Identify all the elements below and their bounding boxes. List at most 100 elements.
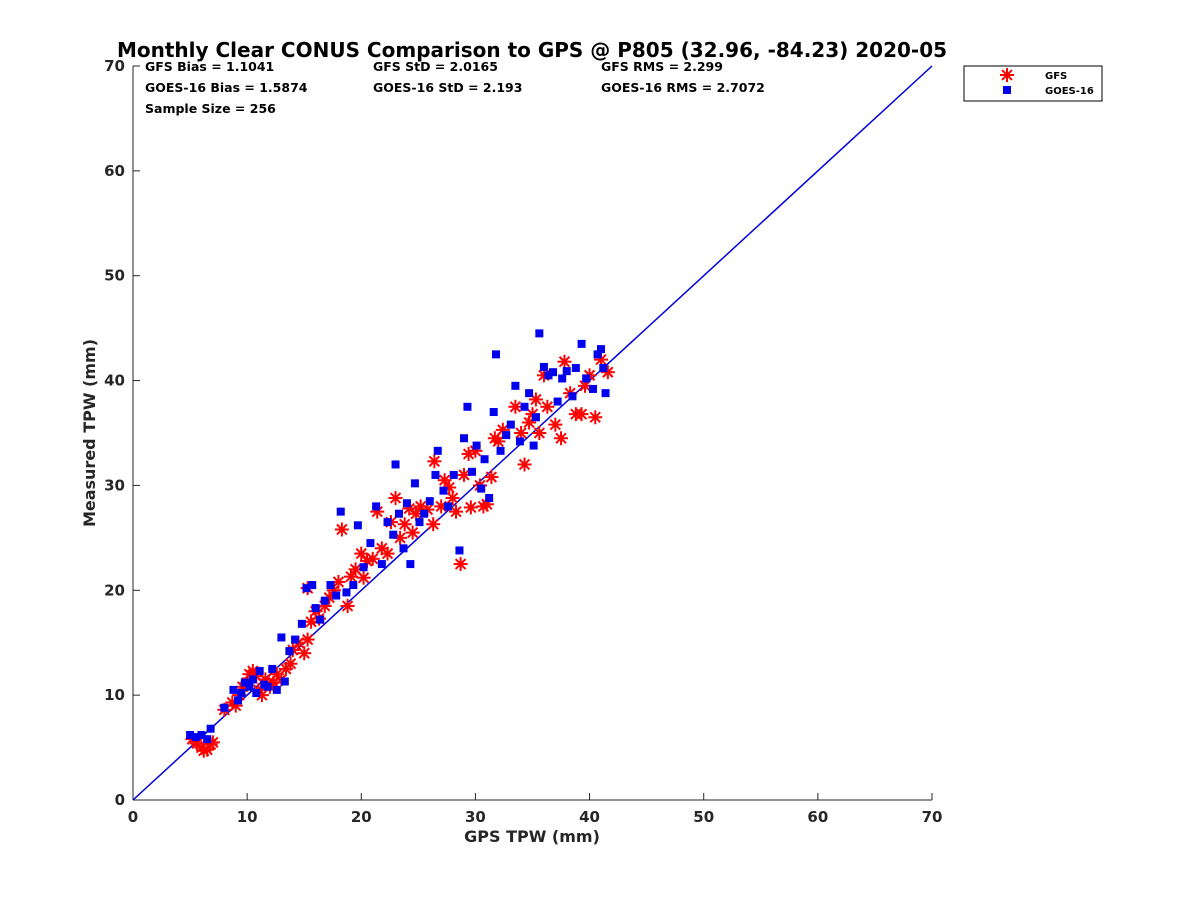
goes16-point [588,384,597,393]
goes16-point [553,397,562,406]
x-axis-ticks: 0 10 20 30 40 50 60 70 [128,793,943,826]
goes16-point [444,502,453,511]
gfs-point [574,407,589,422]
gfs-point [554,431,569,446]
gfs-point [588,410,603,425]
goes16-point [272,685,281,694]
goes16-point [463,402,472,411]
gfs-point [356,570,371,585]
goes16-point [255,667,264,676]
gfs-point [484,470,499,485]
gfs-point [453,557,468,572]
goes16-point [593,350,602,359]
goes16-point [220,703,229,712]
gfs-point [426,517,441,532]
gfs-point [297,646,312,661]
y-tick-label: 50 [104,267,125,285]
goes16-point [449,470,458,479]
gfs-rms-text: GFS RMS = 2.299 [601,59,723,74]
goes16-point [460,434,469,443]
goes16-point [558,374,567,383]
plot-area: 0 10 20 30 40 50 60 70 0 10 20 30 40 50 60 70 [104,57,942,826]
goes16-point [316,615,325,624]
goes16-point [248,675,257,684]
goes16-point [349,581,358,590]
gfs-std-text: GFS StD = 2.0165 [373,59,498,74]
gfs-point [508,399,523,414]
gfs-point [365,551,380,566]
goes16-point [502,431,511,440]
goes16-point [359,563,368,572]
goes16-point [402,499,411,508]
goes16-point [263,682,272,691]
gfs-point [427,454,442,469]
goes16-point [383,518,392,527]
goes16-point [280,677,289,686]
goes16-point [399,544,408,553]
gfs-point [334,522,349,537]
gfs-point [354,546,369,561]
x-tick-label: 40 [579,808,600,826]
goes16-point [234,696,243,705]
goes16-point [477,484,486,493]
gfs-point [548,417,563,432]
goes16-point [439,486,448,495]
legend-goes-marker [1003,86,1011,94]
goes16-point [342,588,351,597]
goes16-point [415,518,424,527]
gfs-point [600,365,615,380]
y-tick-label: 40 [104,372,125,390]
gfs-point [445,491,460,506]
goes16-point [332,591,341,600]
stats-block: GFS Bias = 1.1041 GFS StD = 2.0165 GFS R… [145,59,765,116]
goes16-point [472,441,481,450]
goes16-point [406,560,415,569]
gfs-point [380,546,395,561]
goes16-point [320,596,329,605]
goes16-point [394,509,403,518]
gfs-point [405,525,420,540]
goes16-point [599,363,608,372]
goes16-point [431,470,440,479]
gfs-point [532,426,547,440]
goes16-point [308,581,317,590]
goes16-point [353,521,362,530]
x-tick-label: 0 [128,808,138,826]
goes16-point [372,502,381,511]
gfs-point [340,599,355,614]
goes16-point [455,546,464,555]
goes16-point [268,664,277,673]
goes16-point [535,329,544,338]
goes16-point [366,539,375,548]
goes16-point [515,437,524,446]
goes16-point [285,647,294,656]
goes16-point [425,497,434,506]
goes16-point [549,368,558,377]
goes16-point [311,604,320,613]
legend-gfs-asterisk [1000,68,1014,82]
goes16-point [229,685,238,694]
goes16-point [391,460,400,469]
goes16-point [203,735,212,744]
goes16-point [529,441,538,450]
y-axis-label: Measured TPW (mm) [80,339,99,527]
y-tick-label: 60 [104,162,125,180]
gfs-point [463,500,478,515]
goes-bias-text: GOES-16 Bias = 1.5874 [145,80,308,95]
goes16-point [596,345,605,354]
goes16-point [489,408,498,417]
x-tick-label: 70 [922,808,943,826]
gfs-point [283,656,298,671]
legend-goes-label: GOES-16 [1045,86,1094,97]
legend-box [963,65,1103,102]
goes16-point [480,455,489,464]
goes-std-text: GOES-16 StD = 2.193 [373,80,522,95]
goes16-series [186,329,610,744]
x-tick-label: 20 [351,808,372,826]
goes16-point [336,507,345,516]
goes16-point [252,689,261,698]
x-tick-label: 60 [807,808,828,826]
gfs-point [557,354,572,369]
y-tick-label: 20 [104,581,125,599]
